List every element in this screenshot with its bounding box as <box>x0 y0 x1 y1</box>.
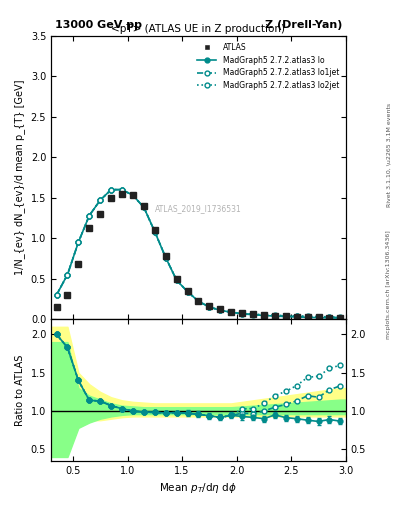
Y-axis label: Ratio to ATLAS: Ratio to ATLAS <box>15 354 25 425</box>
Text: Rivet 3.1.10, \u2265 3.1M events: Rivet 3.1.10, \u2265 3.1M events <box>386 102 391 206</box>
X-axis label: Mean $p_T$/d$\eta$ d$\phi$: Mean $p_T$/d$\eta$ d$\phi$ <box>160 481 237 495</box>
Y-axis label: 1/N_{ev} dN_{ev}/d mean p_{T} [GeV]: 1/N_{ev} dN_{ev}/d mean p_{T} [GeV] <box>14 80 25 275</box>
Text: 13000 GeV pp: 13000 GeV pp <box>55 20 142 30</box>
Text: Z (Drell-Yan): Z (Drell-Yan) <box>264 20 342 30</box>
Title: <pT> (ATLAS UE in Z production): <pT> (ATLAS UE in Z production) <box>112 24 285 34</box>
Legend: ATLAS, MadGraph5 2.7.2.atlas3 lo, MadGraph5 2.7.2.atlas3 lo1jet, MadGraph5 2.7.2: ATLAS, MadGraph5 2.7.2.atlas3 lo, MadGra… <box>194 39 342 93</box>
Text: mcplots.cern.ch [arXiv:1306.3436]: mcplots.cern.ch [arXiv:1306.3436] <box>386 230 391 339</box>
Text: ATLAS_2019_I1736531: ATLAS_2019_I1736531 <box>155 204 242 214</box>
